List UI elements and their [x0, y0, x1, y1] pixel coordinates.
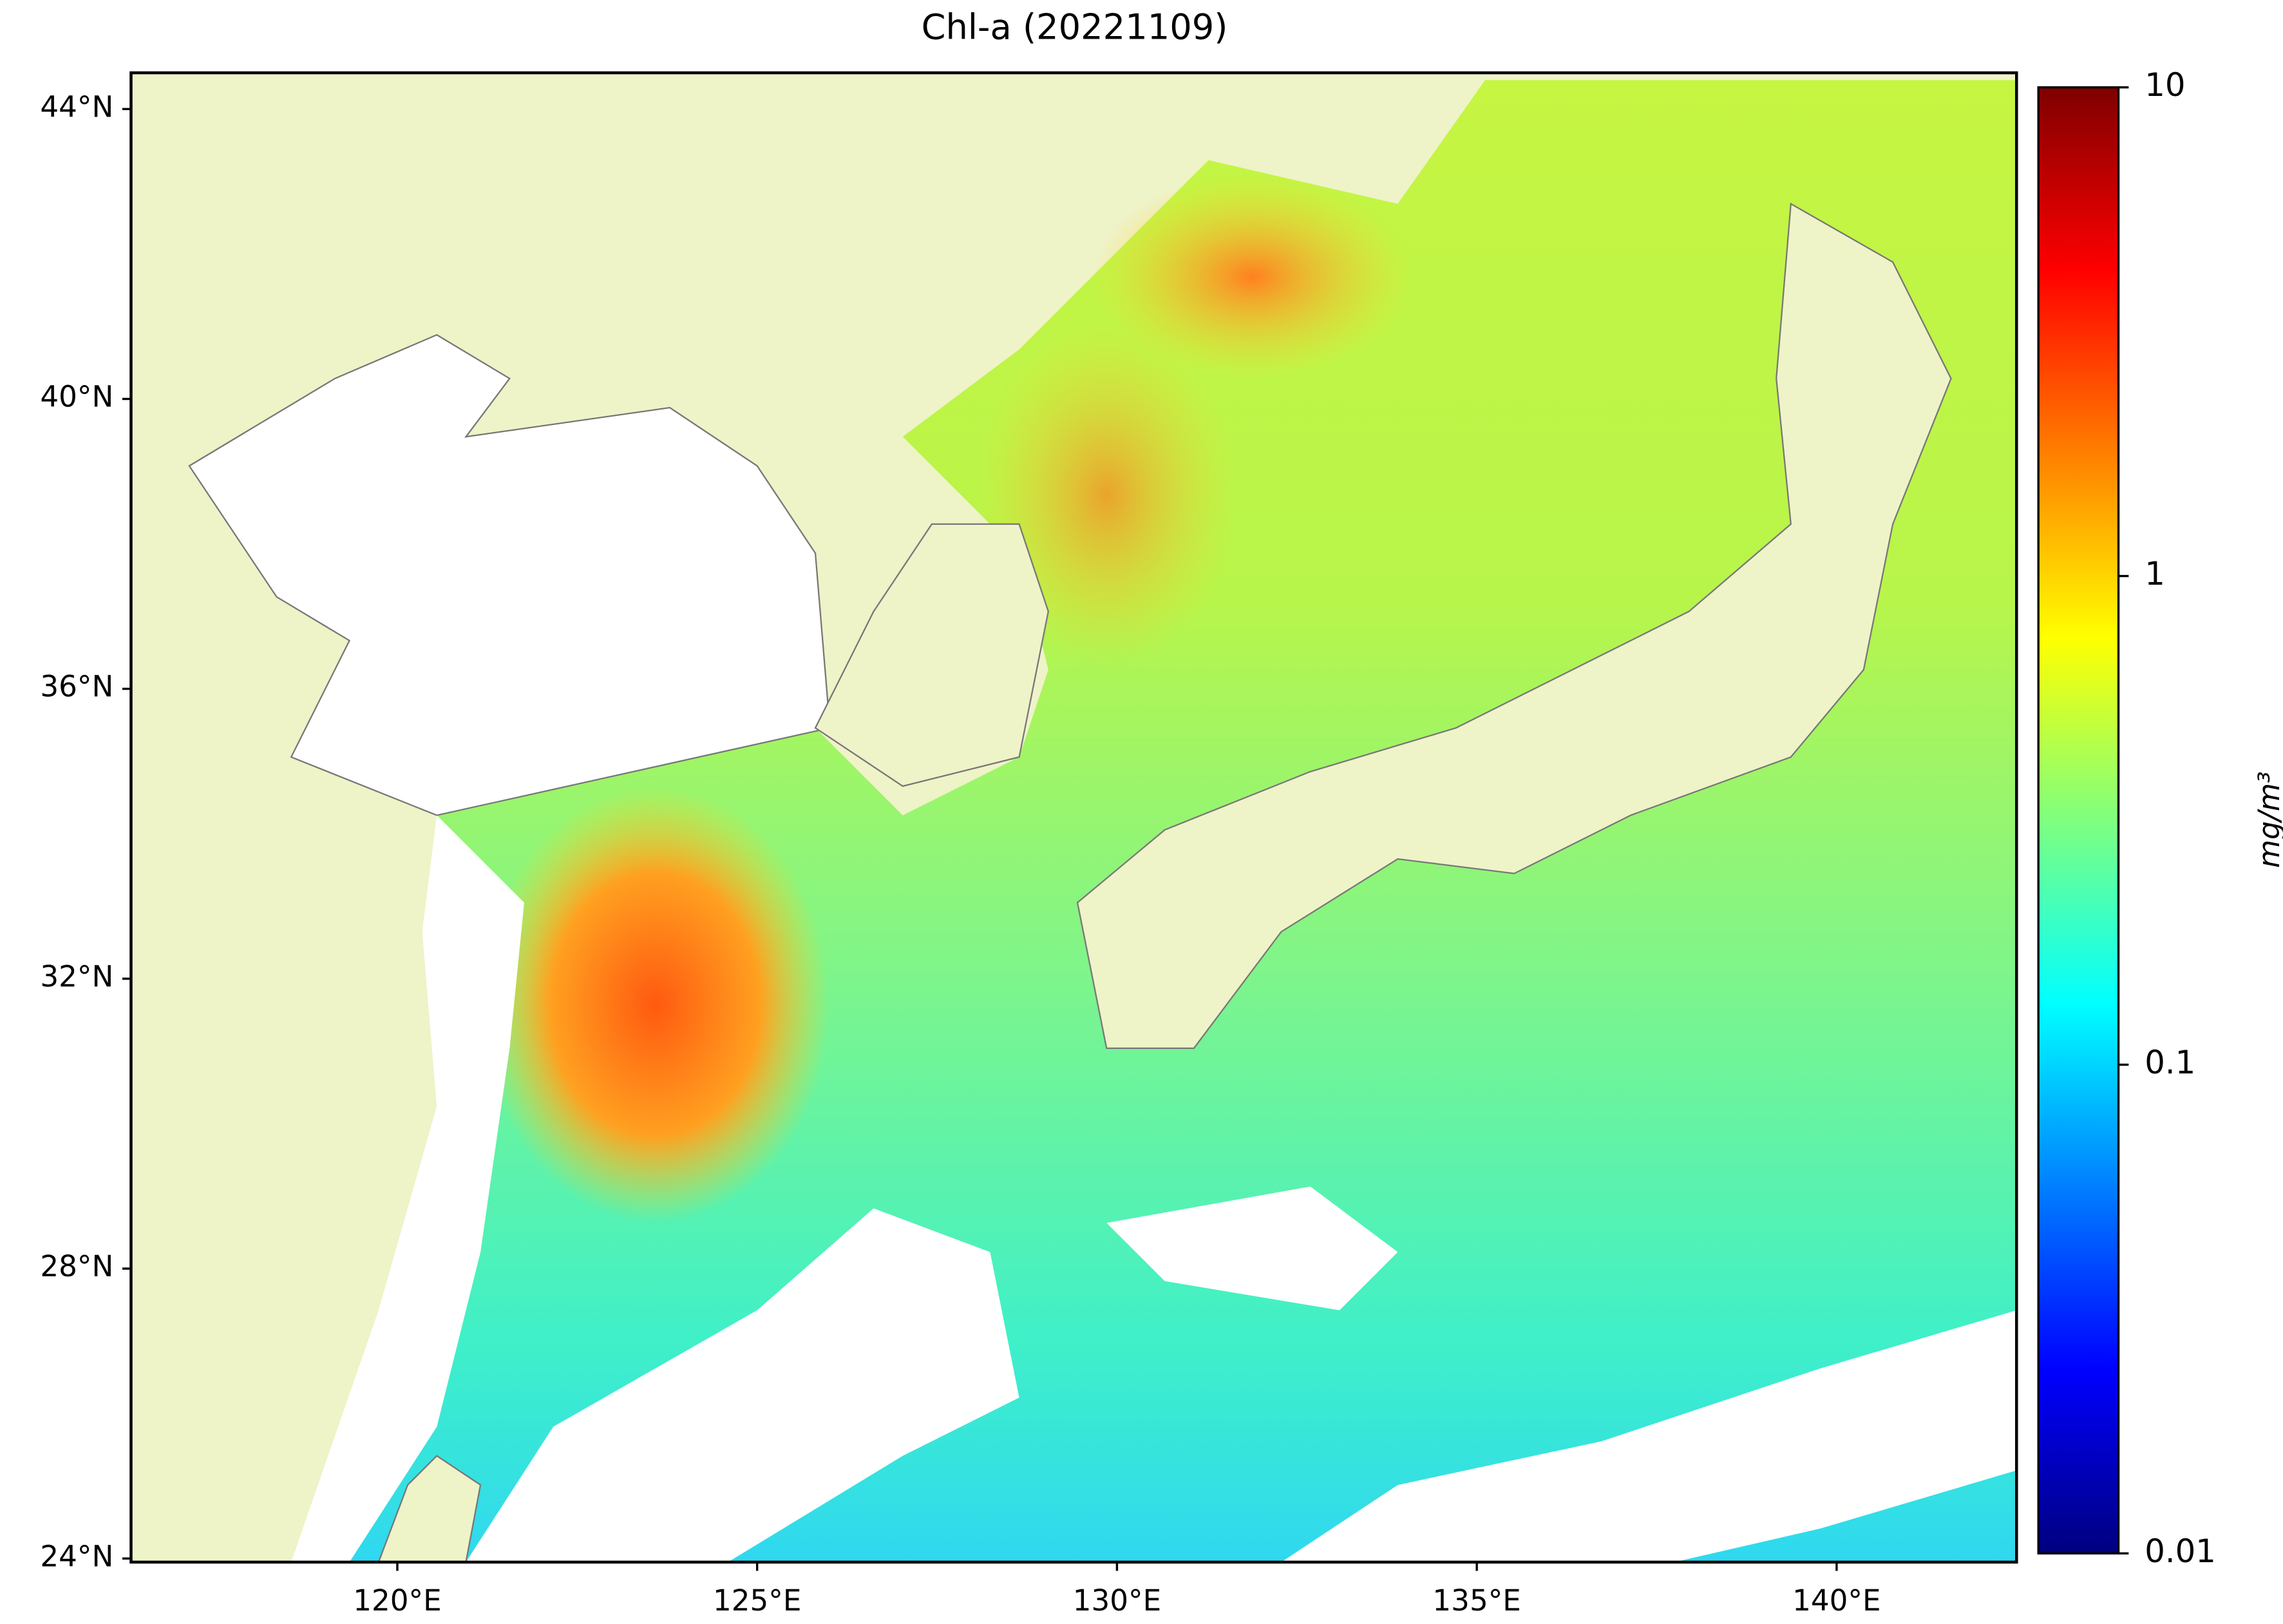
- bloom: [1092, 175, 1413, 379]
- no-data-clouds: [1281, 1310, 2017, 1562]
- colorbar-frame: [2037, 86, 2120, 1555]
- colorbar-tick-label: 0.1: [2145, 1044, 2195, 1081]
- y-tick-label: 24°N: [40, 1539, 113, 1573]
- y-tick-label: 44°N: [40, 90, 113, 124]
- x-tick-label: 120°E: [353, 1583, 441, 1618]
- korea-peninsula: [814, 523, 1049, 788]
- no-data-clouds: [1106, 1186, 1398, 1310]
- colorbar: [2038, 87, 2119, 1554]
- sea: [349, 80, 2017, 1562]
- colorbar-tick-label: 10: [2145, 66, 2185, 104]
- x-tick-label: 130°E: [1073, 1583, 1161, 1618]
- colorbar-tick-label: 0.01: [2145, 1533, 2216, 1570]
- taiwan: [377, 1455, 482, 1562]
- y-tick-label: 28°N: [40, 1249, 113, 1283]
- map-area: [131, 73, 2017, 1562]
- y-tick-label: 32°N: [40, 959, 113, 994]
- x-tick-label: 125°E: [713, 1583, 801, 1618]
- y-tick-label: 40°N: [40, 380, 113, 414]
- colorbar-label: mg/m³: [2252, 771, 2283, 868]
- map-title: Chl-a (20221109): [922, 6, 1228, 47]
- x-tick-label: 135°E: [1432, 1583, 1520, 1618]
- bloom: [975, 320, 1238, 670]
- y-tick-label: 36°N: [40, 670, 113, 704]
- x-tick-label: 140°E: [1792, 1583, 1880, 1618]
- japan: [1076, 202, 1952, 1049]
- yangtze-plume: [480, 786, 830, 1223]
- no-data-yellow-sea: [188, 334, 831, 817]
- colorbar-tick-label: 1: [2145, 555, 2165, 592]
- no-data-clouds: [466, 1208, 1019, 1562]
- map-frame: [129, 71, 2018, 1564]
- no-data-coast: [291, 815, 524, 1562]
